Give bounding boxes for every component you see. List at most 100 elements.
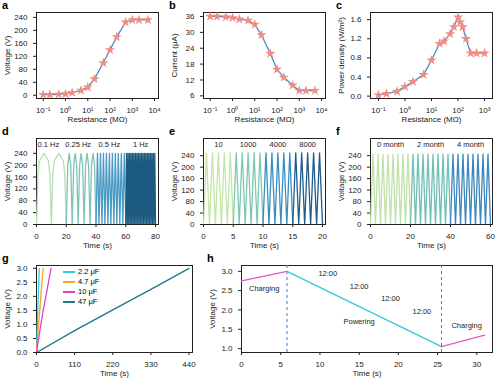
svg-text:25: 25	[433, 360, 442, 369]
svg-text:120: 120	[14, 184, 28, 193]
svg-text:1.5: 1.5	[16, 306, 28, 315]
svg-text:Resistance (MΩ): Resistance (MΩ)	[235, 115, 295, 124]
svg-text:0 month: 0 month	[377, 140, 404, 149]
svg-text:30: 30	[472, 360, 481, 369]
svg-text:20: 20	[62, 232, 71, 241]
svg-text:18: 18	[186, 60, 195, 69]
svg-text:0: 0	[23, 220, 28, 229]
svg-text:Resistance (MΩ): Resistance (MΩ)	[402, 115, 462, 124]
svg-text:Time (s): Time (s)	[417, 241, 446, 250]
svg-text:80: 80	[186, 197, 195, 206]
svg-text:160: 160	[14, 173, 28, 182]
svg-text:10⁻¹: 10⁻¹	[371, 106, 386, 115]
svg-text:0.1 Hz: 0.1 Hz	[38, 140, 60, 149]
svg-text:5: 5	[231, 232, 236, 241]
svg-text:0: 0	[23, 91, 28, 100]
svg-text:20: 20	[406, 232, 415, 241]
svg-text:Time (s): Time (s)	[83, 241, 112, 250]
svg-text:160: 160	[348, 174, 362, 183]
svg-text:0.8: 0.8	[350, 53, 362, 62]
svg-text:120: 120	[14, 52, 28, 61]
svg-text:10⁴: 10⁴	[315, 106, 328, 115]
svg-text:Time (s): Time (s)	[100, 369, 129, 378]
svg-text:Charging: Charging	[249, 284, 279, 293]
svg-text:1.2: 1.2	[350, 34, 362, 43]
svg-text:15: 15	[288, 232, 297, 241]
svg-text:Charging: Charging	[451, 321, 481, 330]
svg-text:40: 40	[353, 209, 362, 218]
svg-text:12:00: 12:00	[318, 269, 337, 278]
svg-text:24: 24	[186, 44, 195, 53]
svg-text:4000: 4000	[270, 140, 287, 149]
svg-text:2.5: 2.5	[16, 278, 28, 287]
svg-text:0.5 Hz: 0.5 Hz	[99, 140, 121, 149]
svg-text:10⁻¹: 10⁻¹	[36, 106, 51, 115]
svg-text:240: 240	[181, 151, 195, 160]
svg-text:2.0: 2.0	[221, 306, 233, 315]
svg-text:2.0: 2.0	[16, 292, 28, 301]
svg-text:80: 80	[353, 197, 362, 206]
svg-text:1.5: 1.5	[221, 325, 233, 334]
svg-text:240: 240	[14, 149, 28, 158]
svg-text:8000: 8000	[299, 140, 316, 149]
svg-text:6: 6	[190, 91, 195, 100]
svg-text:2 month: 2 month	[417, 140, 444, 149]
svg-text:10: 10	[315, 360, 324, 369]
svg-text:80: 80	[151, 232, 160, 241]
svg-text:60: 60	[121, 232, 130, 241]
svg-text:0: 0	[34, 232, 39, 241]
svg-text:240: 240	[14, 13, 28, 22]
svg-text:80: 80	[19, 196, 28, 205]
svg-text:Time (s): Time (s)	[352, 369, 381, 378]
svg-text:Voltage (V): Voltage (V)	[170, 161, 179, 201]
svg-text:160: 160	[181, 174, 195, 183]
svg-text:Voltage (V): Voltage (V)	[208, 289, 217, 329]
svg-text:0.5: 0.5	[16, 334, 28, 343]
svg-text:120: 120	[348, 186, 362, 195]
svg-text:Voltage (V): Voltage (V)	[3, 289, 12, 329]
svg-text:40: 40	[446, 232, 455, 241]
svg-text:0.0: 0.0	[350, 92, 362, 101]
svg-text:Powering: Powering	[344, 317, 375, 326]
svg-text:3.0: 3.0	[16, 264, 28, 273]
svg-text:240: 240	[348, 151, 362, 160]
svg-text:40: 40	[186, 209, 195, 218]
svg-text:200: 200	[14, 161, 28, 170]
svg-text:30: 30	[186, 28, 195, 37]
svg-text:0: 0	[239, 360, 244, 369]
svg-text:10⁴: 10⁴	[148, 106, 161, 115]
svg-text:440: 440	[182, 360, 196, 369]
svg-text:0: 0	[190, 220, 195, 229]
svg-text:2.5: 2.5	[221, 286, 233, 295]
svg-text:80: 80	[19, 65, 28, 74]
svg-text:12: 12	[186, 76, 195, 85]
svg-text:120: 120	[181, 186, 195, 195]
svg-text:36: 36	[186, 12, 195, 21]
svg-text:10⁻¹: 10⁻¹	[203, 106, 218, 115]
svg-text:160: 160	[14, 39, 28, 48]
svg-text:1.0: 1.0	[16, 320, 28, 329]
svg-text:10³: 10³	[127, 106, 139, 115]
svg-text:110: 110	[68, 360, 81, 369]
svg-text:330: 330	[144, 360, 158, 369]
svg-text:1.6: 1.6	[350, 15, 362, 24]
svg-text:Voltage (V): Voltage (V)	[337, 161, 346, 201]
svg-text:Resistance (MΩ): Resistance (MΩ)	[68, 115, 128, 124]
svg-text:Current (μA): Current (μA)	[170, 33, 179, 78]
svg-text:4 month: 4 month	[457, 140, 484, 149]
svg-text:Voltage (V): Voltage (V)	[3, 161, 12, 201]
svg-text:200: 200	[14, 26, 28, 35]
svg-text:0: 0	[368, 232, 373, 241]
svg-text:12:00: 12:00	[350, 282, 369, 291]
svg-text:0: 0	[201, 232, 206, 241]
svg-text:10³: 10³	[294, 106, 306, 115]
svg-text:20: 20	[318, 232, 327, 241]
svg-text:200: 200	[181, 163, 195, 172]
svg-text:Time (s): Time (s)	[250, 241, 279, 250]
svg-text:10: 10	[214, 140, 222, 149]
svg-text:0: 0	[34, 360, 39, 369]
svg-text:1.0: 1.0	[221, 344, 233, 353]
svg-text:10³: 10³	[479, 106, 491, 115]
svg-text:200: 200	[348, 163, 362, 172]
svg-text:Power density (W/m²): Power density (W/m²)	[337, 17, 346, 94]
